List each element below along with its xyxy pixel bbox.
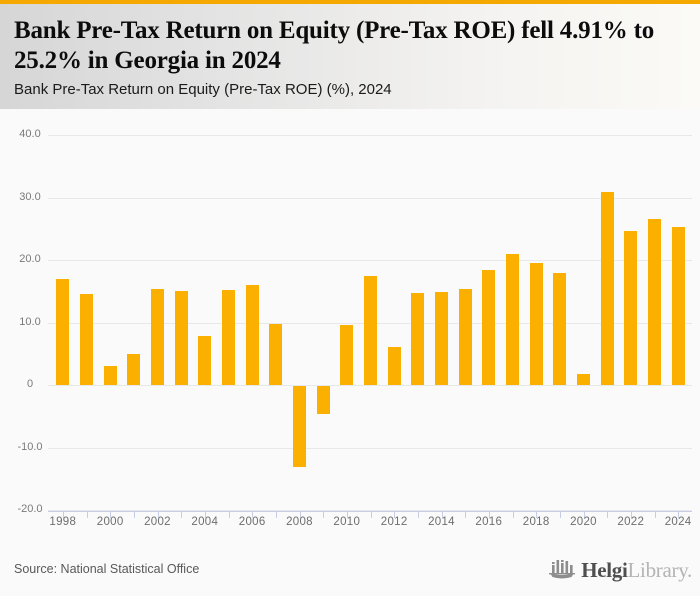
x-axis-tick-2005 bbox=[228, 511, 230, 518]
x-axis-label-2012: 2012 bbox=[380, 516, 408, 528]
bar-2007[interactable] bbox=[269, 324, 283, 385]
x-axis-tick-2010 bbox=[346, 511, 348, 518]
x-axis-tick-2016 bbox=[488, 511, 490, 518]
bar-1999[interactable] bbox=[80, 294, 93, 385]
y-axis-label--10: -10.0 bbox=[17, 441, 43, 453]
bar-2004[interactable] bbox=[198, 336, 212, 385]
bar-2023[interactable] bbox=[648, 219, 661, 385]
x-axis-label-2020: 2020 bbox=[570, 516, 597, 528]
x-axis-tick-2017 bbox=[512, 511, 514, 518]
x-axis-tick-1999 bbox=[86, 511, 88, 518]
source-note: Source: National Statistical Office bbox=[14, 562, 200, 576]
logo-text-helgi: Helgi bbox=[581, 558, 628, 582]
x-axis-tick-2019 bbox=[559, 511, 561, 518]
bar-2018[interactable] bbox=[529, 263, 543, 385]
bar-2015[interactable] bbox=[458, 289, 472, 385]
bar-2008[interactable] bbox=[293, 386, 306, 467]
bar-1998[interactable] bbox=[56, 279, 70, 385]
x-axis-tick-2015 bbox=[465, 511, 467, 518]
x-axis-tick-2021 bbox=[607, 511, 609, 518]
x-axis-tick-2004 bbox=[204, 511, 206, 518]
x-axis-tick-2009 bbox=[323, 511, 325, 518]
x-axis-tick-2024 bbox=[678, 511, 680, 518]
gridline--10 bbox=[48, 448, 692, 449]
x-axis-label-2016: 2016 bbox=[475, 516, 503, 528]
x-axis-tick-2023 bbox=[654, 511, 656, 518]
y-axis-label-10: 10.0 bbox=[19, 316, 41, 328]
x-axis-label-2018: 2018 bbox=[522, 516, 550, 528]
bar-2001[interactable] bbox=[127, 354, 141, 385]
gridline-40 bbox=[48, 135, 692, 136]
y-axis-label-30: 30.0 bbox=[19, 191, 41, 203]
x-axis-label-2000: 2000 bbox=[96, 516, 124, 528]
y-axis-label-0: 0 bbox=[26, 378, 34, 390]
helgi-bars-icon bbox=[547, 553, 577, 588]
bar-chart-plot: 40.0 30.0 20.0 10.0 0 -10.0 -20.0 1998 2000 2002 2… bbox=[0, 109, 700, 545]
x-axis-tick-2001 bbox=[133, 511, 135, 518]
bar-2012[interactable] bbox=[387, 347, 401, 385]
gridline-20 bbox=[48, 260, 692, 261]
bar-2010[interactable] bbox=[340, 325, 354, 385]
x-axis-label-2006: 2006 bbox=[238, 516, 266, 528]
x-axis-tick-2007 bbox=[275, 511, 277, 518]
y-axis-label-20: 20.0 bbox=[19, 253, 41, 265]
bar-2002[interactable] bbox=[151, 289, 164, 385]
x-axis-label-2002: 2002 bbox=[144, 516, 171, 528]
y-axis-label--20: -20.0 bbox=[17, 503, 43, 515]
bar-2024[interactable] bbox=[671, 227, 685, 385]
bar-2000[interactable] bbox=[103, 366, 117, 385]
bar-2011[interactable] bbox=[364, 276, 377, 385]
bar-2005[interactable] bbox=[222, 290, 235, 385]
x-axis-tick-2003 bbox=[181, 511, 183, 518]
x-axis-tick-2000 bbox=[110, 511, 112, 518]
gridline-30 bbox=[48, 198, 692, 199]
gridline--20 bbox=[48, 510, 692, 511]
x-axis-label-2010: 2010 bbox=[333, 516, 361, 528]
logo-text-library: Library. bbox=[627, 558, 693, 582]
gridline-0 bbox=[48, 385, 692, 386]
bar-2019[interactable] bbox=[553, 273, 567, 385]
chart-subtitle: Bank Pre-Tax Return on Equity (Pre-Tax R… bbox=[14, 81, 392, 98]
x-axis-tick-2022 bbox=[630, 511, 632, 518]
bar-2021[interactable] bbox=[600, 192, 614, 385]
top-accent-bar bbox=[0, 0, 700, 4]
x-axis-line bbox=[48, 511, 692, 512]
chart-header: Bank Pre-Tax Return on Equity (Pre-Tax R… bbox=[0, 4, 700, 109]
x-axis-tick-2002 bbox=[157, 511, 159, 518]
x-axis-tick-2008 bbox=[299, 511, 301, 518]
bar-2006[interactable] bbox=[245, 285, 259, 385]
bar-2022[interactable] bbox=[624, 231, 638, 385]
x-axis-label-2004: 2004 bbox=[191, 516, 219, 528]
bar-2009[interactable] bbox=[316, 386, 330, 414]
x-axis-label-1998: 1998 bbox=[49, 516, 77, 528]
bar-2020[interactable] bbox=[577, 374, 590, 385]
chart-footer: Source: National Statistical Office bbox=[0, 545, 700, 596]
x-axis-tick-2011 bbox=[370, 511, 372, 518]
chart-title: Bank Pre-Tax Return on Equity (Pre-Tax R… bbox=[14, 17, 655, 74]
x-axis-tick-2006 bbox=[252, 511, 254, 518]
bar-2014[interactable] bbox=[435, 292, 448, 385]
helgi-library-logo[interactable]: Helgi Library. bbox=[547, 553, 692, 588]
x-axis-tick-2012 bbox=[394, 511, 396, 518]
x-axis-tick-2014 bbox=[441, 511, 443, 518]
chart-area: 40.0 30.0 20.0 10.0 0 -10.0 -20.0 1998 2000 2002 2… bbox=[0, 109, 700, 545]
x-axis-label-2008: 2008 bbox=[286, 516, 313, 528]
bar-2013[interactable] bbox=[411, 293, 425, 385]
x-axis-tick-1998 bbox=[62, 511, 64, 518]
bar-2016[interactable] bbox=[482, 270, 496, 385]
bar-2017[interactable] bbox=[506, 254, 519, 385]
x-axis-label-2014: 2014 bbox=[428, 516, 455, 528]
x-axis-tick-2018 bbox=[536, 511, 538, 518]
x-axis-label-2022: 2022 bbox=[617, 516, 645, 528]
x-axis-tick-2013 bbox=[417, 511, 419, 518]
x-axis-tick-2020 bbox=[583, 511, 585, 518]
bar-2003[interactable] bbox=[174, 291, 188, 385]
y-axis-label-40: 40.0 bbox=[19, 128, 41, 140]
x-axis-label-2024: 2024 bbox=[664, 516, 692, 528]
